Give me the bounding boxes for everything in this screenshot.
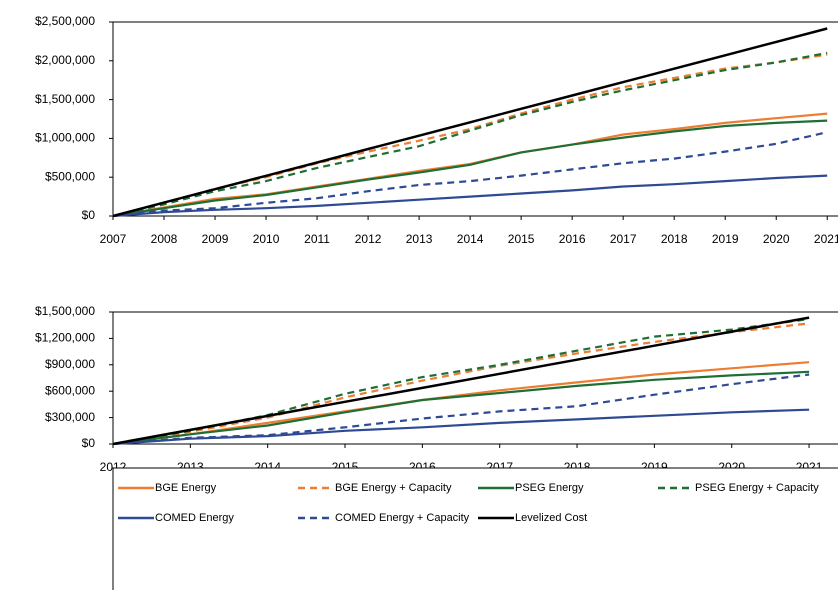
legend-box [112, 467, 838, 590]
x-tick-label: 2010 [253, 232, 280, 246]
x-tick-label: 2009 [202, 232, 229, 246]
plot-frame [112, 311, 838, 445]
series-line [112, 408, 810, 446]
legend-label: PSEG Energy [515, 482, 584, 494]
legend-label: COMED Energy [155, 512, 234, 524]
legend-label: Levelized Cost [515, 512, 587, 524]
series-line [112, 131, 828, 218]
y-tick-label: $300,000 [45, 410, 95, 424]
y-tick-label: $500,000 [45, 169, 95, 183]
series-line [112, 174, 828, 218]
x-tick-label: 2020 [763, 232, 790, 246]
legend: BGE Energy BGE Energy + Capacity PSEG Ener… [112, 467, 838, 590]
legend-label: BGE Energy [155, 482, 217, 494]
y-tick-label: $900,000 [45, 357, 95, 371]
y-tick-label: $0 [82, 436, 96, 450]
x-tick-label: 2011 [304, 232, 330, 246]
series-line [112, 361, 810, 446]
legend-label: COMED Energy + Capacity [335, 512, 470, 524]
series-line [112, 317, 810, 446]
x-tick-label: 2019 [712, 232, 739, 246]
x-tick-label: 2007 [100, 232, 127, 246]
y-tick-label: $2,500,000 [35, 14, 95, 28]
y-tick-label: $1,000,000 [35, 131, 95, 145]
y-tick-label: $1,500,000 [35, 304, 95, 318]
legend-label: PSEG Energy + Capacity [695, 482, 819, 494]
series-line [112, 370, 810, 446]
x-tick-label: 2014 [457, 232, 484, 246]
y-tick-label: $600,000 [45, 383, 95, 397]
series-line [112, 316, 810, 446]
x-tick-label: 2017 [610, 232, 637, 246]
x-tick-label: 2012 [355, 232, 382, 246]
series-line [112, 51, 828, 218]
x-tick-label: 2008 [151, 232, 178, 246]
x-tick-label: 2015 [508, 232, 535, 246]
y-tick-label: $1,200,000 [35, 331, 95, 345]
plot-frame [112, 21, 838, 217]
series-line [112, 53, 828, 218]
series-line [112, 373, 810, 446]
series-line [112, 27, 828, 218]
y-tick-label: $2,000,000 [35, 53, 95, 67]
series-line [112, 322, 810, 446]
x-tick-label: 2016 [559, 232, 586, 246]
series-line [112, 119, 828, 218]
x-tick-label: 2013 [406, 232, 433, 246]
y-tick-label: $0 [82, 208, 96, 222]
legend-label: BGE Energy + Capacity [335, 482, 452, 494]
x-tick-label: 2021 [814, 232, 838, 246]
x-tick-label: 2018 [661, 232, 688, 246]
y-tick-label: $1,500,000 [35, 92, 95, 106]
